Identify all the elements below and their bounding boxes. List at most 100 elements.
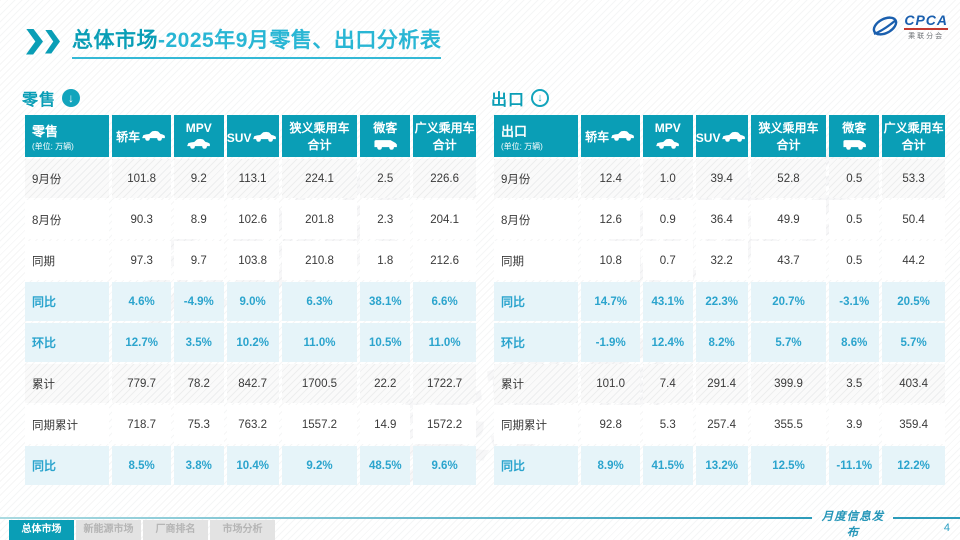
value-cell: 97.3 (112, 241, 171, 280)
column-header-cell: 微客 (829, 115, 880, 157)
column-header-cell: 轿车 (112, 115, 171, 157)
value-cell: 10.4% (226, 446, 279, 485)
value-cell: 201.8 (281, 200, 358, 239)
mpv-car-icon (654, 138, 681, 152)
value-cell: 13.2% (695, 446, 748, 485)
value-cell: 0.7 (642, 241, 693, 280)
value-cell: 14.7% (581, 282, 640, 321)
value-cell: 103.8 (226, 241, 279, 280)
table-row: 9月份 101.8 9.2 113.1 224.1 2.5 226.6 (25, 159, 476, 198)
row-label-cell: 同比 (25, 446, 110, 485)
value-cell: 9.2 (173, 159, 224, 198)
value-cell: 224.1 (281, 159, 358, 198)
row-label-cell: 累计 (494, 364, 579, 403)
cpca-logo-text: CPCA (904, 12, 948, 30)
value-cell: -4.9% (173, 282, 224, 321)
nav-tab[interactable]: 市场分析 (210, 520, 275, 540)
value-cell: 92.8 (581, 405, 640, 444)
value-cell: 12.5% (750, 446, 827, 485)
row-label-cell: 9月份 (494, 159, 579, 198)
value-cell: 355.5 (750, 405, 827, 444)
table-row: 环比 12.7% 3.5% 10.2% 11.0% 10.5% 11.0% (25, 323, 476, 362)
table-row: 同期累计 92.8 5.3 257.4 355.5 3.9 359.4 (494, 405, 945, 444)
cpca-logo: CPCA 乘联分会 (870, 13, 948, 41)
row-label-cell: 8月份 (494, 200, 579, 239)
cpca-swoosh-icon (870, 14, 900, 40)
value-cell: 9.7 (173, 241, 224, 280)
circle-down-arrow-outline-icon: ↓ (531, 89, 550, 107)
row-label-cell: 9月份 (25, 159, 110, 198)
value-cell: 75.3 (173, 405, 224, 444)
value-cell: 44.2 (882, 241, 945, 280)
minivan-icon (372, 139, 399, 153)
value-cell: 3.8% (173, 446, 224, 485)
table-row: 同比 4.6% -4.9% 9.0% 6.3% 38.1% 6.6% (25, 282, 476, 321)
row-label-cell: 同期累计 (25, 405, 110, 444)
value-cell: 11.0% (281, 323, 358, 362)
value-cell: 3.5 (829, 364, 880, 403)
tables-area: 零售 ↓ 零售 (单位: 万辆) 轿车 MPV SUV 狭义乘用车 合计 微客 广义乘用车 合计 9… (22, 86, 948, 487)
chevron-right-icon (26, 28, 43, 55)
table-row: 同期 10.8 0.7 32.2 43.7 0.5 44.2 (494, 241, 945, 280)
value-cell: 12.2% (882, 446, 945, 485)
value-cell: 0.5 (829, 200, 880, 239)
value-cell: 2.5 (360, 159, 411, 198)
value-cell: 8.9 (173, 200, 224, 239)
value-cell: 10.5% (360, 323, 411, 362)
corner-header-cell: 出口 (单位: 万辆) (494, 115, 579, 157)
value-cell: 32.2 (695, 241, 748, 280)
value-cell: 43.1% (642, 282, 693, 321)
value-cell: 4.6% (112, 282, 171, 321)
export-table: 出口 (单位: 万辆) 轿车 MPV SUV 狭义乘用车 合计 微客 广义乘用车 合计 9月份 12.… (491, 113, 948, 487)
value-cell: 3.9 (829, 405, 880, 444)
value-cell: 212.6 (413, 241, 476, 280)
column-header-cell: 微客 (360, 115, 411, 157)
value-cell: 48.5% (360, 446, 411, 485)
value-cell: 10.8 (581, 241, 640, 280)
value-cell: 22.3% (695, 282, 748, 321)
row-label-cell: 同比 (494, 446, 579, 485)
value-cell: 36.4 (695, 200, 748, 239)
retail-table: 零售 (单位: 万辆) 轿车 MPV SUV 狭义乘用车 合计 微客 广义乘用车 合计 9月份 101… (22, 113, 479, 487)
row-label-cell: 累计 (25, 364, 110, 403)
value-cell: 43.7 (750, 241, 827, 280)
value-cell: 204.1 (413, 200, 476, 239)
value-cell: 5.3 (642, 405, 693, 444)
suv-car-icon (720, 131, 747, 145)
value-cell: 1722.7 (413, 364, 476, 403)
value-cell: -11.1% (829, 446, 880, 485)
row-label-cell: 8月份 (25, 200, 110, 239)
page-number: 4 (943, 522, 950, 534)
row-label-cell: 环比 (494, 323, 579, 362)
value-cell: 359.4 (882, 405, 945, 444)
value-cell: 6.6% (413, 282, 476, 321)
nav-tab[interactable]: 新能源市场 (76, 520, 141, 540)
cpca-logo-subtitle: 乘联分会 (908, 33, 945, 40)
value-cell: 0.9 (642, 200, 693, 239)
page-title: 总体市场-2025年9月零售、出口分析表 (72, 24, 442, 59)
value-cell: 12.6 (581, 200, 640, 239)
table-header-row: 出口 (单位: 万辆) 轿车 MPV SUV 狭义乘用车 合计 微客 广义乘用车 合计 (494, 115, 945, 157)
value-cell: 210.8 (281, 241, 358, 280)
footer-divider-line-end (893, 517, 960, 519)
nav-tab[interactable]: 厂商排名 (143, 520, 208, 540)
value-cell: 101.8 (112, 159, 171, 198)
nav-tab[interactable]: 总体市场 (9, 520, 74, 540)
value-cell: 7.4 (642, 364, 693, 403)
value-cell: 52.8 (750, 159, 827, 198)
slide-header: 总体市场-2025年9月零售、出口分析表 (26, 24, 442, 59)
sedan-car-icon (140, 130, 167, 144)
value-cell: 12.4% (642, 323, 693, 362)
suv-car-icon (251, 131, 278, 145)
page-title-strong: 总体市场 (72, 29, 158, 52)
unit-label: (单位: 万辆) (32, 141, 74, 151)
table-row: 同比 8.5% 3.8% 10.4% 9.2% 48.5% 9.6% (25, 446, 476, 485)
page-title-rest: -2025年9月零售、出口分析表 (158, 29, 442, 52)
value-cell: 22.2 (360, 364, 411, 403)
export-panel: 出口 ↓ 出口 (单位: 万辆) 轿车 MPV SUV 狭义乘用车 合计 微客 广义乘用车 合计 9… (491, 86, 948, 487)
retail-panel: 零售 ↓ 零售 (单位: 万辆) 轿车 MPV SUV 狭义乘用车 合计 微客 广义乘用车 合计 9… (22, 86, 479, 487)
column-header-cell: 狭义乘用车 合计 (281, 115, 358, 157)
value-cell: 38.1% (360, 282, 411, 321)
value-cell: 842.7 (226, 364, 279, 403)
